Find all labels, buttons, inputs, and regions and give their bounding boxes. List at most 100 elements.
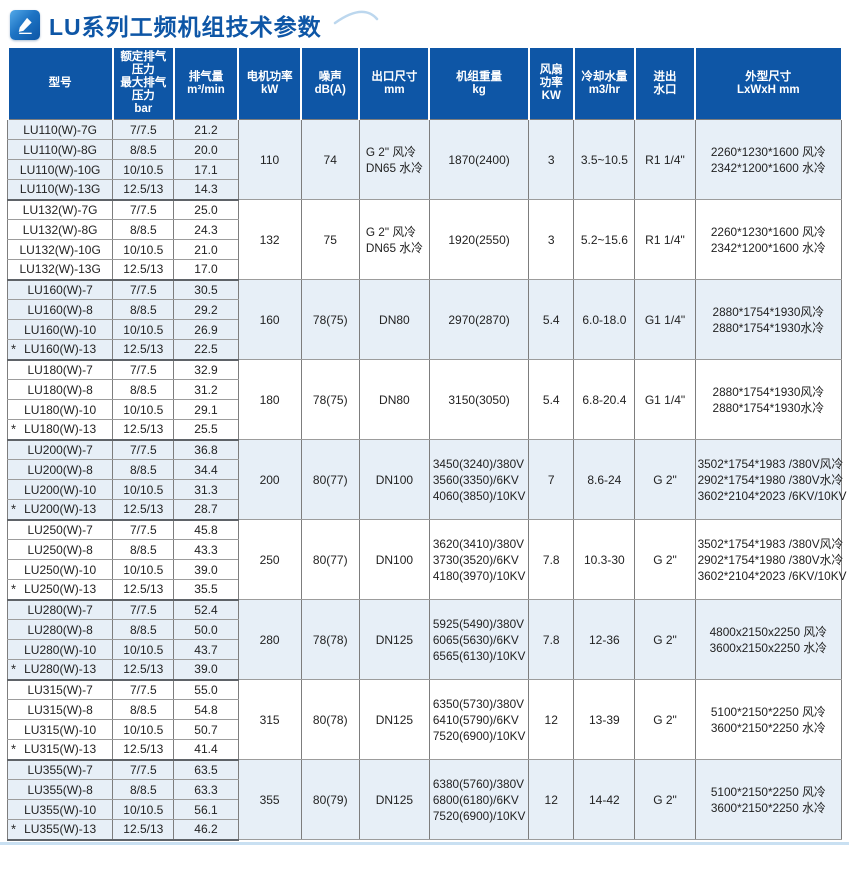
motor-power-cell: 180 [237,359,302,440]
column-header-2: 额定排气压力 最大排气压力 bar [111,46,175,120]
table-row: LU160(W)-8 8/8.5 29.2 [6,299,842,320]
table-row: LU110(W)-13G 12.5/13 14.3 [6,179,842,201]
model-name: LU132(W)-10G [19,242,101,257]
pressure-cell: 8/8.5 [112,299,175,320]
volume-cell: 56.1 [173,799,239,820]
volume-cell: 28.7 [173,499,239,521]
model-cell: LU110(W)-10G [6,159,114,180]
pressure-cell: 8/8.5 [112,779,175,800]
column-header-1: 型号 [6,46,114,120]
table-row: LU355(W)-7 7/7.5 63.5 355 80(79) DN125 6380(57… [6,759,843,840]
pressure-cell: 7/7.5 [112,359,175,380]
outlet-size-cell: G 2" 风冷 DN65 水冷 [358,199,430,280]
column-header-5: 噪声 dB(A) [300,46,361,120]
volume-cell: 17.1 [173,159,239,180]
column-header-11: 外型尺寸 LxWxH mm [694,46,843,120]
water-port-cell: G 2" [634,679,696,760]
volume-cell: 21.2 [173,119,239,140]
volume-cell: 46.2 [173,819,239,841]
model-name: LU315(W)-7 [27,682,93,697]
table-row: LU355(W)-10 10/10.5 56.1 [6,799,842,820]
model-cell: * LU200(W)-13 [6,499,114,521]
volume-cell: 17.0 [173,259,239,281]
unit-weight-cell: 6380(5760)/380V 6800(6180)/6KV 7520(6900)/… [428,759,530,840]
noise-cell: 80(77) [300,519,360,600]
cooling-water-cell: 12-36 [573,599,636,680]
pressure-cell: 10/10.5 [112,239,175,260]
pressure-cell: 8/8.5 [112,699,175,720]
model-cell: LU355(W)-8 [6,779,114,800]
model-name: LU280(W)-8 [27,622,93,637]
cooling-water-cell: 6.8-20.4 [573,359,636,440]
dimensions-cell: 2260*1230*1600 风冷 2342*1200*1600 水冷 [694,119,843,200]
pressure-cell: 10/10.5 [112,159,175,180]
model-name: LU355(W)-13 [24,822,97,837]
unit-weight-cell: 5925(5490)/380V 6065(5630)/6KV 6565(6130)/… [428,599,530,680]
fan-power-cell: 5.4 [528,279,575,360]
table-row: LU132(W)-7G 7/7.5 25.0 132 75 G 2" 风冷 DN65 水冷 1… [6,199,843,280]
unit-weight-cell: 1870(2400) [428,119,530,200]
pressure-cell: 12.5/13 [112,259,175,281]
unit-weight-cell: 3450(3240)/380V 3560(3350)/6KV 4060(3850)/… [428,439,530,520]
pressure-cell: 10/10.5 [112,399,175,420]
pressure-cell: 8/8.5 [112,539,175,560]
model-name: LU160(W)-13 [24,342,97,357]
column-header-8: 风扇 功率 KW [527,46,575,120]
water-port-cell: G 2" [634,599,696,680]
outlet-size-cell: DN125 [358,759,430,840]
table-row: * LU280(W)-13 12.5/13 39.0 [6,659,842,681]
pressure-cell: 8/8.5 [112,219,175,240]
outlet-size-cell: DN125 [358,599,430,680]
model-cell: LU132(W)-8G [6,219,114,240]
model-name: LU160(W)-10 [24,322,97,337]
volume-cell: 63.5 [173,759,239,780]
pressure-cell: 12.5/13 [112,179,175,201]
pressure-cell: 8/8.5 [112,619,175,640]
model-name: LU280(W)-7 [27,602,93,617]
model-name: LU110(W)-8G [23,142,98,157]
model-name: LU200(W)-10 [24,482,97,497]
model-cell: LU200(W)-10 [6,479,114,500]
volume-cell: 52.4 [173,599,239,620]
table-row: LU250(W)-8 8/8.5 43.3 [6,539,842,560]
dimensions-cell: 4800x2150x2250 风冷 3600x2150x2250 水冷 [694,599,843,680]
model-name: LU200(W)-7 [27,442,93,457]
noise-cell: 74 [300,119,360,200]
pressure-cell: 12.5/13 [112,579,175,601]
pressure-cell: 7/7.5 [112,119,175,140]
star-marker: * [11,421,17,437]
table-row: LU132(W)-13G 12.5/13 17.0 [6,259,842,281]
model-cell: LU180(W)-8 [6,379,114,400]
table-row: LU315(W)-7 7/7.5 55.0 315 80(78) DN125 6350(57… [6,679,843,760]
motor-power-cell: 315 [237,679,302,760]
table-row: LU280(W)-7 7/7.5 52.4 280 78(78) DN125 5925(54… [6,599,843,680]
volume-cell: 32.9 [173,359,239,380]
volume-cell: 25.5 [173,419,239,441]
model-name: LU200(W)-13 [24,502,97,517]
pressure-cell: 10/10.5 [112,479,175,500]
volume-cell: 29.1 [173,399,239,420]
dimensions-cell: 2880*1754*1930风冷 2880*1754*1930水冷 [694,359,843,440]
volume-cell: 43.3 [173,539,239,560]
table-row: LU200(W)-10 10/10.5 31.3 [6,479,842,500]
model-cell: LU110(W)-7G [6,119,114,140]
model-cell: * LU315(W)-13 [6,739,114,761]
model-cell: LU132(W)-10G [6,239,114,260]
outlet-size-cell: DN100 [358,439,430,520]
table-row: * LU180(W)-13 12.5/13 25.5 [6,419,842,441]
table-row: LU280(W)-8 8/8.5 50.0 [6,619,842,640]
star-marker: * [11,581,17,597]
model-cell: LU200(W)-7 [6,439,114,460]
volume-cell: 50.7 [173,719,239,740]
model-cell: LU355(W)-7 [6,759,114,780]
model-name: LU250(W)-10 [24,562,97,577]
model-name: LU315(W)-8 [27,702,93,717]
volume-cell: 50.0 [173,619,239,640]
table-row: LU160(W)-10 10/10.5 26.9 [6,319,842,340]
dimensions-cell: 3502*1754*1983 /380V风冷 2902*1754*1980 /38… [694,439,846,520]
dimensions-cell: 3502*1754*1983 /380V风冷 2902*1754*1980 /38… [694,519,846,600]
table-row: LU160(W)-7 7/7.5 30.5 160 78(75) DN80 2970(287… [6,279,843,360]
water-port-cell: G 2" [634,759,696,840]
table-row: LU200(W)-8 8/8.5 34.4 [6,459,842,480]
unit-weight-cell: 6350(5730)/380V 6410(5790)/6KV 7520(6900)/… [428,679,530,760]
